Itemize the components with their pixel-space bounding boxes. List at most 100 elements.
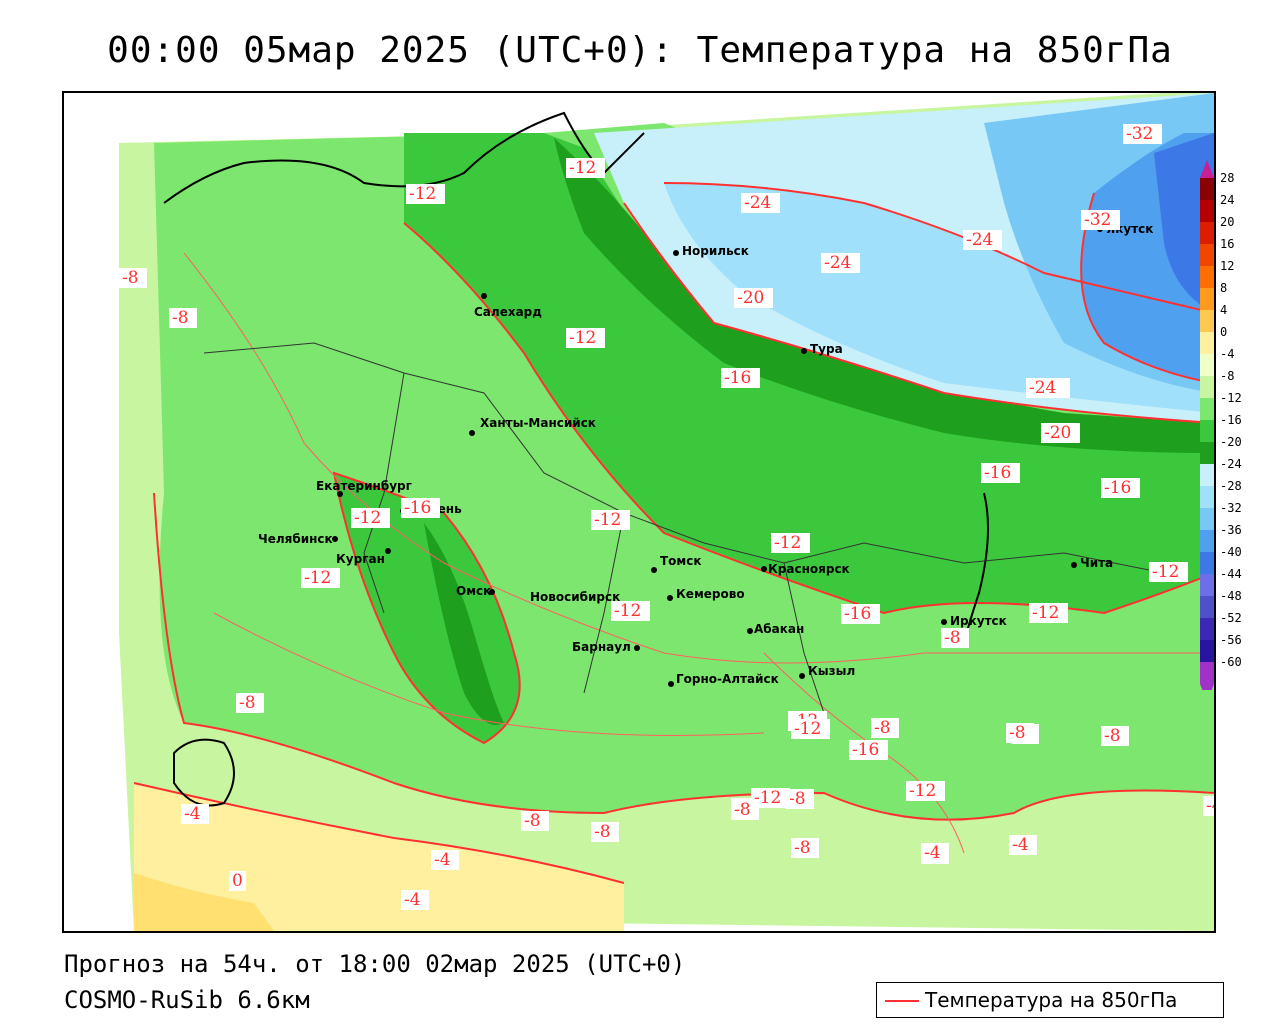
isotherm-label-bg bbox=[981, 463, 1020, 483]
isotherm-label-bg bbox=[963, 230, 1002, 250]
colorbar-tick-label: 20 bbox=[1220, 215, 1234, 229]
isotherm-label: -24 bbox=[966, 230, 993, 250]
isotherm-label-bg bbox=[169, 308, 197, 328]
colorbar-tick-label: 28 bbox=[1220, 171, 1234, 185]
isotherm-label: -12 bbox=[304, 568, 331, 588]
svg-text:Ханты-Мансийск: Ханты-Мансийск bbox=[480, 416, 596, 430]
city-chita: Чита bbox=[1071, 556, 1113, 570]
isotherm-label-bg bbox=[734, 288, 773, 308]
colorbar-tick-label: 8 bbox=[1220, 281, 1227, 295]
isotherm-label-bg bbox=[181, 804, 209, 824]
colorbar-tick-label: 16 bbox=[1220, 237, 1234, 251]
isotherm-label-bg bbox=[236, 693, 264, 713]
svg-text:Омск: Омск bbox=[456, 584, 491, 598]
colorbar-swatch bbox=[1200, 596, 1214, 618]
colorbar-tick-label: -44 bbox=[1220, 567, 1242, 581]
colorbar-bottom-arrow bbox=[1200, 684, 1214, 690]
isotherm-label: -8 bbox=[1104, 726, 1121, 746]
isotherm-label-bg bbox=[906, 781, 945, 801]
isotherm-label: -12 bbox=[569, 158, 596, 178]
isotherm-label-bg bbox=[351, 508, 390, 528]
isotherm-label-bg bbox=[1029, 603, 1068, 623]
svg-text:Тура: Тура bbox=[810, 342, 843, 356]
isotherm-label: -8 bbox=[172, 308, 189, 328]
colorbar-tick-label: -52 bbox=[1220, 611, 1242, 625]
colorbar-swatch bbox=[1200, 266, 1214, 288]
isotherm-label-bg bbox=[941, 628, 969, 648]
isotherm-label-bg bbox=[1009, 835, 1037, 855]
svg-text:Чита: Чита bbox=[1080, 556, 1113, 570]
legend-line-swatch bbox=[885, 1000, 919, 1002]
city-kyzyl: Кызыл bbox=[799, 664, 855, 679]
isotherm-label-bg bbox=[1081, 210, 1120, 230]
isotherm-label: -16 bbox=[404, 498, 431, 518]
isotherm-label: -32 bbox=[1084, 210, 1111, 230]
temperature-colorbar: 28 24 20 16 12 8 4 0 -4 -8 -12 -16 -20 -24 -28 -32 -36 -4… bbox=[1200, 160, 1242, 690]
isotherm-label-bg bbox=[521, 811, 549, 831]
city-omsk: Омск bbox=[456, 584, 495, 598]
svg-text:Барнаул: Барнаул bbox=[572, 640, 631, 654]
temperature-map[interactable]: Салехард Норильск Тура Ханты-Мансийск Ек… bbox=[62, 91, 1216, 933]
city-kemerovo: Кемерово bbox=[667, 587, 745, 601]
colorbar-swatch bbox=[1200, 420, 1214, 442]
isotherm-label: -16 bbox=[724, 368, 751, 388]
colorbar-swatch bbox=[1200, 662, 1214, 684]
colorbar-swatch bbox=[1200, 244, 1214, 266]
colorbar-tick-label: 4 bbox=[1220, 303, 1227, 317]
isotherm-label-bg bbox=[566, 158, 605, 178]
isotherm-label: -16 bbox=[1104, 478, 1131, 498]
isotherm-label-bg bbox=[431, 850, 459, 870]
svg-text:Абакан: Абакан bbox=[754, 622, 804, 636]
isotherm-label-bg bbox=[721, 368, 760, 388]
isotherm-label-bg bbox=[1026, 378, 1065, 398]
colorbar-swatch bbox=[1200, 640, 1214, 662]
isotherm-label-bg bbox=[611, 601, 650, 621]
isotherm-label: -8 bbox=[1009, 723, 1026, 743]
colorbar-swatch bbox=[1200, 574, 1214, 596]
isotherm-label-bg bbox=[871, 718, 899, 738]
city-irkutsk: Иркутск bbox=[941, 614, 1007, 628]
isotherm-label: -8 bbox=[789, 789, 806, 809]
city-chelyabinsk: Челябинск bbox=[258, 532, 338, 546]
city-krasnoyarsk: Красноярск bbox=[761, 562, 850, 576]
svg-text:Новосибирск: Новосибирск bbox=[530, 590, 620, 604]
isotherm-label-bg bbox=[1123, 124, 1162, 144]
colorbar-swatch bbox=[1200, 552, 1214, 574]
city-abakan: Абакан bbox=[747, 622, 804, 636]
svg-text:Челябинск: Челябинск bbox=[258, 532, 333, 546]
colorbar-tick-label: -36 bbox=[1220, 523, 1242, 537]
isotherm-label: -8 bbox=[524, 811, 541, 831]
colorbar-swatch bbox=[1200, 332, 1214, 354]
isotherm-label-bg bbox=[591, 822, 619, 842]
isotherm-label: -8 bbox=[594, 822, 611, 842]
colorbar-tick-label: -40 bbox=[1220, 545, 1242, 559]
isotherm-label: -20 bbox=[737, 288, 764, 308]
isotherm-label-bg bbox=[229, 871, 246, 891]
colorbar-swatch bbox=[1200, 376, 1214, 398]
colorbar-top-arrow bbox=[1200, 160, 1214, 178]
svg-text:Екатеринбург: Екатеринбург bbox=[316, 479, 412, 493]
isotherm-label-bg bbox=[591, 510, 630, 530]
isotherm-labels: -12-12-8-8-12-16-20-24-24-24-32-32-16-20… bbox=[119, 124, 1214, 910]
map-title: 00:00 05мар 2025 (UTC+0): Температура на… bbox=[107, 30, 1173, 71]
city-tomsk: Томск bbox=[651, 554, 702, 573]
colorbar-swatch bbox=[1200, 354, 1214, 376]
svg-text:Норильск: Норильск bbox=[682, 244, 749, 258]
isolines bbox=[133, 182, 1214, 884]
isotherm-label: -4 bbox=[404, 890, 421, 910]
isotherm-label-bg bbox=[841, 604, 880, 624]
colorbar-tick-label: -12 bbox=[1220, 391, 1242, 405]
isotherm-label: -4 bbox=[434, 850, 451, 870]
isotherm-label: -12 bbox=[569, 328, 596, 348]
colorbar-tick-label: 12 bbox=[1220, 259, 1234, 273]
city-gorno-altaysk: Горно-Алтайск bbox=[668, 672, 779, 687]
isotherm-label-bg bbox=[119, 268, 147, 288]
svg-text:Томск: Томск bbox=[660, 554, 702, 568]
temperature-field bbox=[119, 93, 1214, 931]
colorbar-tick-label: -20 bbox=[1220, 435, 1242, 449]
isotherm-label: -12 bbox=[754, 788, 781, 808]
colorbar-tick-label: 0 bbox=[1220, 325, 1227, 339]
isotherm-label-bg bbox=[821, 253, 860, 273]
isotherm-label-bg bbox=[301, 568, 340, 588]
colorbar-tick-label: -60 bbox=[1220, 655, 1242, 669]
